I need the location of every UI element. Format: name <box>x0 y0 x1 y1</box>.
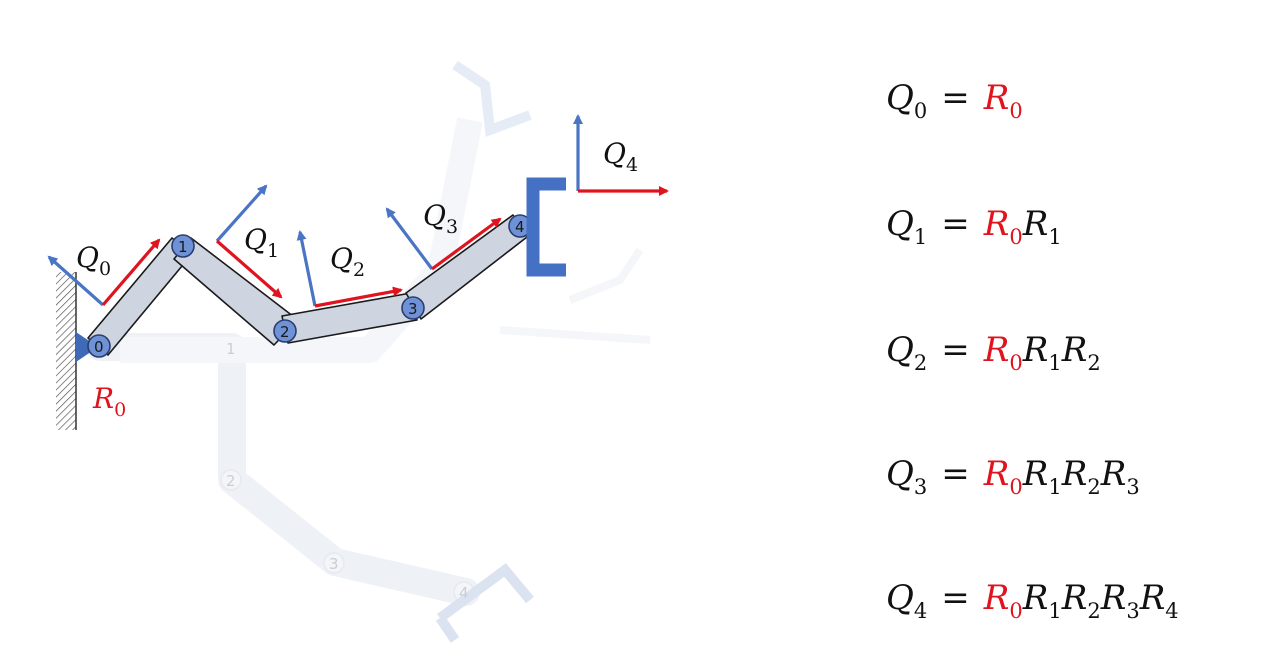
frame-1-y-arrow <box>215 184 268 243</box>
ghost-joint-label-1: 1 <box>226 340 236 358</box>
equation-lhs: Q0 <box>886 78 928 123</box>
equation-term: R1 <box>1022 204 1062 249</box>
equation-term-red: R0 <box>983 78 1023 123</box>
joint-label-4: 4 <box>515 218 525 236</box>
ghost-joint-label-4: 4 <box>459 584 469 602</box>
equation-term: R1 <box>1022 330 1062 375</box>
equals-sign: = <box>941 204 970 244</box>
label-q3: Q3 <box>423 199 458 238</box>
equation-term-red: R0 <box>983 330 1023 375</box>
equation-term: R2 <box>1061 330 1101 375</box>
frame-0-y-arrow <box>47 255 105 307</box>
joint-2 <box>273 319 297 343</box>
equals-sign: = <box>941 78 970 118</box>
gripper <box>526 177 566 277</box>
arm-links <box>87 214 528 356</box>
frame-2-x-arrow <box>314 286 403 308</box>
equals-sign: = <box>941 454 970 494</box>
label-r0: R0 <box>92 382 126 421</box>
equals-sign: = <box>941 330 970 370</box>
equation-term: R2 <box>1061 454 1101 499</box>
base-mount <box>76 332 98 362</box>
ghost-joint-3 <box>323 552 345 574</box>
label-q0: Q0 <box>76 241 111 280</box>
joint-label-1: 1 <box>178 238 188 256</box>
equation-q0: Q0 = R0 <box>886 78 1023 128</box>
label-q2: Q2 <box>330 242 365 281</box>
frame-arrows <box>47 114 669 308</box>
joint-label-3: 3 <box>408 300 418 318</box>
equation-term: R2 <box>1061 578 1101 623</box>
label-q1: Q1 <box>244 223 279 262</box>
equation-q1: Q1 = R0R1 <box>886 204 1062 254</box>
frame-0-x-arrow <box>101 238 161 307</box>
frame-2-y-arrow <box>296 230 317 307</box>
equation-term: R1 <box>1022 578 1062 623</box>
joint-label-2: 2 <box>280 323 290 341</box>
frame-1-x-arrow <box>215 239 283 299</box>
equation-term-red: R0 <box>983 454 1023 499</box>
label-q4: Q4 <box>603 137 638 176</box>
joints <box>87 214 532 358</box>
equation-term: R4 <box>1139 578 1179 623</box>
equation-term: R1 <box>1022 454 1062 499</box>
equation-term-red: R0 <box>983 204 1023 249</box>
equation-term: R3 <box>1100 578 1140 623</box>
equation-lhs: Q3 <box>886 454 928 499</box>
wall-hatch <box>56 272 76 430</box>
equation-term: R3 <box>1100 454 1140 499</box>
ghost-joint-label-3: 3 <box>329 555 339 573</box>
joint-0 <box>87 334 111 358</box>
equation-lhs: Q1 <box>886 204 928 249</box>
equation-q3: Q3 = R0R1R2R3 <box>886 454 1140 504</box>
equals-sign: = <box>941 578 970 618</box>
joint-1 <box>171 234 195 258</box>
equation-term-red: R0 <box>983 578 1023 623</box>
equation-q2: Q2 = R0R1R2 <box>886 330 1101 380</box>
ghost-joint-label-2: 2 <box>226 472 236 490</box>
equation-q4: Q4 = R0R1R2R3R4 <box>886 578 1179 628</box>
frame-3-y-arrow <box>385 207 434 270</box>
joint-3 <box>401 296 425 320</box>
frame-3-x-arrow <box>431 217 502 271</box>
equation-lhs: Q4 <box>886 578 928 623</box>
equation-lhs: Q2 <box>886 330 928 375</box>
ghost-joint-2 <box>220 469 242 491</box>
joint-label-0: 0 <box>94 338 104 356</box>
